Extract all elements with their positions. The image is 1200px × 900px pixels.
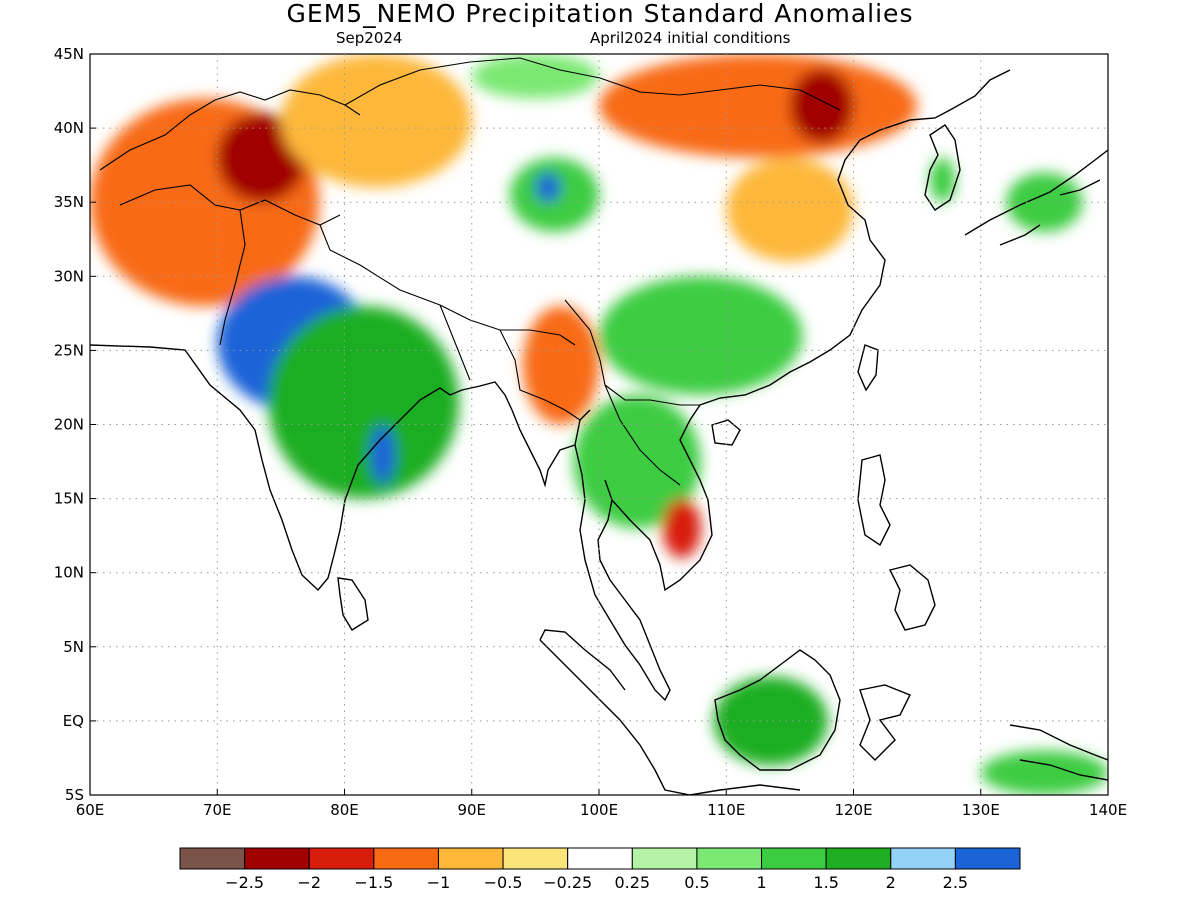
coastlines — [90, 69, 1108, 795]
y-tick-label: 5N — [63, 638, 84, 656]
colorbar-label: −0.25 — [543, 873, 592, 892]
colorbar-label: −1 — [427, 873, 451, 892]
anomaly-region — [599, 276, 803, 395]
forecast-month: Sep2024 — [336, 29, 403, 47]
colorbar-swatch — [437, 847, 504, 870]
y-tick-label: 20N — [54, 416, 84, 434]
y-tick-label: 35N — [54, 193, 84, 211]
anomaly-region — [268, 305, 460, 499]
y-tick-label: 5S — [65, 786, 84, 804]
anomaly-region — [980, 750, 1108, 795]
x-tick-label: 100E — [580, 801, 618, 819]
coast-malay-peninsula — [574, 444, 671, 702]
colorbar-swatch — [696, 847, 763, 870]
initial-conditions: April2024 initial conditions — [590, 29, 791, 47]
colorbar-swatch — [761, 847, 827, 870]
coast-sumatra — [539, 629, 691, 795]
colorbar-label: 2.5 — [943, 873, 968, 892]
country-borders — [99, 57, 841, 486]
y-tick-label: 40N — [54, 119, 84, 137]
y-tick-label: 30N — [54, 267, 84, 285]
anomaly-region — [535, 172, 561, 203]
anomaly-region — [573, 394, 701, 529]
colorbar-label: −2 — [297, 873, 321, 892]
anomaly-field — [90, 54, 1108, 795]
coast-japan — [964, 149, 1108, 246]
x-tick-label: 70E — [203, 801, 232, 819]
anomaly-region — [789, 68, 854, 143]
x-tick-label: 110E — [707, 801, 745, 819]
colorbar-swatch — [373, 847, 439, 870]
colorbar-label: 1.5 — [813, 873, 838, 892]
anomaly-region — [280, 54, 472, 188]
colorbar-swatch — [954, 847, 1021, 870]
colorbar-swatch — [631, 847, 698, 870]
x-tick-label: 80E — [330, 801, 359, 819]
colorbar-swatch — [244, 847, 310, 870]
coast-java — [689, 784, 801, 795]
anomaly-region — [726, 157, 854, 262]
x-tick-label: 120E — [834, 801, 872, 819]
x-tick-label: 90E — [457, 801, 486, 819]
coast-sulawesi — [859, 684, 911, 761]
anomaly-region — [369, 424, 396, 484]
axes: 60E 70E 80E 90E 100E 110E 120E 130E 140E 45N 40N 35… — [54, 45, 1127, 819]
colorbar-swatch — [567, 847, 633, 870]
y-tick-label: 10N — [54, 564, 84, 582]
colorbar-label: 0.5 — [684, 873, 709, 892]
x-tick-label: 60E — [76, 801, 105, 819]
colorbar-label: −1.5 — [354, 873, 393, 892]
coast-new-guinea — [1009, 724, 1108, 781]
colorbar-label: 2 — [886, 873, 896, 892]
y-tick-label: EQ — [63, 712, 84, 730]
gridlines — [90, 54, 1108, 795]
anomaly-region — [1006, 172, 1083, 232]
anomaly-region — [713, 676, 829, 766]
anomaly-region — [522, 305, 599, 425]
coast-taiwan — [857, 344, 879, 392]
colorbar-label: 0.25 — [614, 873, 650, 892]
coast-hainan — [711, 419, 741, 446]
anomaly-region — [929, 157, 956, 203]
coast-sri-lanka — [337, 577, 369, 631]
colorbar-label: −2.5 — [225, 873, 264, 892]
y-tick-label: 15N — [54, 490, 84, 508]
colorbar-swatch — [308, 847, 375, 870]
x-tick-label: 130E — [962, 801, 1000, 819]
x-tick-label: 140E — [1089, 801, 1127, 819]
y-tick-label: 45N — [54, 45, 84, 63]
chart-title: GEM5_NEMO Precipitation Standard Anomali… — [286, 0, 914, 28]
colorbar: −2.5 −2 −1.5 −1 −0.5 −0.25 0.25 0.5 1 1.5 2 2.5 — [179, 847, 1021, 892]
colorbar-label: −0.5 — [484, 873, 523, 892]
colorbar-swatch — [179, 847, 246, 870]
coast-indochina — [611, 69, 1011, 592]
coast-borneo — [714, 649, 841, 771]
colorbar-swatch — [890, 847, 956, 870]
colorbar-label: 1 — [756, 873, 766, 892]
coast-korea — [924, 124, 961, 211]
colorbar-swatch — [825, 847, 892, 870]
y-tick-label: 25N — [54, 341, 84, 359]
coast-india-west — [90, 344, 591, 592]
colorbar-swatch — [502, 847, 569, 870]
anomaly-region — [662, 498, 701, 558]
coast-mindanao — [888, 564, 936, 631]
anomaly-region — [471, 54, 599, 99]
coast-luzon — [857, 454, 891, 547]
anomaly-region — [599, 54, 918, 158]
